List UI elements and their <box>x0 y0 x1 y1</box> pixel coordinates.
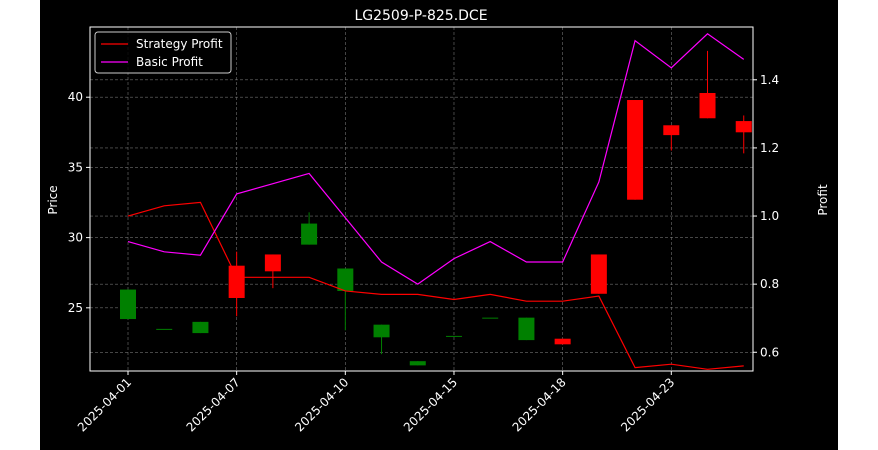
candle-body <box>337 268 354 291</box>
y2-tick-label: 0.8 <box>760 277 779 291</box>
candle-body <box>627 100 644 200</box>
candle-body <box>554 338 571 345</box>
chart-title: LG2509-P-825.DCE <box>354 8 487 24</box>
legend: Strategy Profit Basic Profit <box>94 31 232 74</box>
candle-body <box>482 317 499 319</box>
candle-body <box>120 289 136 320</box>
legend-box <box>94 31 232 74</box>
figure-background <box>40 0 838 450</box>
y-tick-label: 40 <box>68 90 83 104</box>
candle-body <box>735 121 752 133</box>
y-tick-label: 25 <box>68 301 83 315</box>
candle-body <box>156 328 173 330</box>
candle-body <box>663 125 680 136</box>
candle-body <box>373 324 390 338</box>
y2-tick-label: 1.4 <box>760 73 779 87</box>
legend-label-strategy: Strategy Profit <box>136 37 223 51</box>
y-tick-label: 30 <box>68 231 83 245</box>
basic-profit-line <box>127 33 745 285</box>
profit-lines <box>127 33 745 370</box>
candle-body <box>409 361 426 366</box>
y2-tick-label: 0.6 <box>760 345 779 359</box>
candle-body <box>518 317 535 341</box>
plot-frame <box>89 26 754 372</box>
grid <box>90 27 753 371</box>
y2-tick-label: 1.0 <box>760 209 779 223</box>
candle-body <box>264 254 281 272</box>
strategy-profit-line <box>127 201 744 370</box>
candle-body <box>699 92 716 119</box>
y-axis-label: Price <box>46 185 60 214</box>
candle-body <box>590 254 607 294</box>
candle-body <box>301 223 318 245</box>
y2-axis-label: Profit <box>816 184 830 216</box>
candle-body <box>228 265 245 298</box>
candle-body <box>445 335 462 337</box>
y2-tick-label: 1.2 <box>760 141 779 155</box>
candle-body <box>192 321 209 334</box>
y-tick-label: 35 <box>68 160 83 174</box>
candlesticks <box>120 50 752 366</box>
legend-label-basic: Basic Profit <box>136 55 203 69</box>
